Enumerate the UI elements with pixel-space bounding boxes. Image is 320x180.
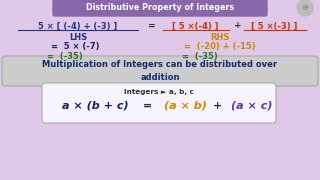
- Text: Integers ► a, b, c: Integers ► a, b, c: [124, 89, 194, 95]
- Text: Distributive Property of Integers: Distributive Property of Integers: [86, 3, 234, 12]
- Text: Multiplication of Integers can be distributed over
addition: Multiplication of Integers can be distri…: [43, 60, 277, 82]
- Text: =: =: [148, 21, 156, 30]
- Text: [ 5 ×(-4) ]: [ 5 ×(-4) ]: [172, 21, 218, 30]
- Text: +: +: [213, 101, 223, 111]
- FancyBboxPatch shape: [42, 83, 276, 123]
- Text: ⊕: ⊕: [301, 3, 308, 12]
- Text: RHS: RHS: [210, 33, 230, 42]
- Circle shape: [297, 0, 313, 16]
- Text: [ 5 ×(-3) ]: [ 5 ×(-3) ]: [251, 21, 297, 30]
- Text: a × (b + c): a × (b + c): [62, 101, 128, 111]
- Text: (a × b): (a × b): [164, 101, 206, 111]
- FancyBboxPatch shape: [53, 0, 267, 16]
- Text: =  (-35): = (-35): [47, 53, 83, 62]
- Text: 5 × [ (-4) + (-3) ]: 5 × [ (-4) + (-3) ]: [38, 21, 118, 30]
- Text: +: +: [234, 21, 242, 30]
- Text: LHS: LHS: [69, 33, 87, 42]
- Text: =  5 × (-7): = 5 × (-7): [51, 42, 99, 51]
- Text: (a × c): (a × c): [231, 101, 273, 111]
- Text: =  (-35): = (-35): [182, 53, 218, 62]
- Text: =  (-20) + (-15): = (-20) + (-15): [184, 42, 256, 51]
- FancyBboxPatch shape: [2, 56, 318, 86]
- Text: =: =: [143, 101, 153, 111]
